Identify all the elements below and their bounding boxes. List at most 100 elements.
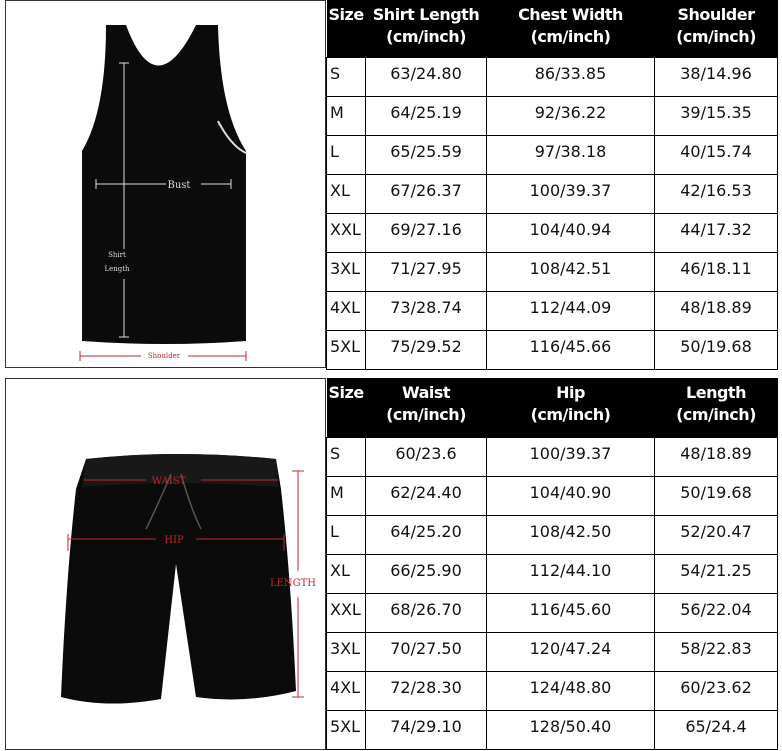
length-cell: 65/24.4 [654, 710, 778, 750]
hip-cell: 104/40.90 [486, 476, 655, 516]
size-cell: 5XL [326, 330, 366, 370]
hip-cell: 108/42.50 [486, 515, 655, 555]
hip-cell: 128/50.40 [486, 710, 655, 750]
table-row: XL 67/26.37 100/39.37 42/16.53 [326, 174, 778, 214]
table-row: 4XL 72/28.30 124/48.80 60/23.62 [326, 671, 778, 711]
bust-label: Bust [168, 180, 191, 191]
length-label: LENGTH [270, 578, 316, 589]
table-row: 5XL 75/29.52 116/45.66 50/19.68 [326, 330, 778, 370]
waist-cell: 66/25.90 [365, 554, 487, 594]
chest-width-cell: 104/40.94 [486, 213, 655, 253]
chest-width-cell: 116/45.66 [486, 330, 655, 370]
shirt-length-cell: 64/25.19 [365, 96, 487, 136]
size-cell: 5XL [326, 710, 366, 750]
chest-width-cell: 97/38.18 [486, 135, 655, 175]
header-text: Chest Width [518, 5, 623, 24]
chest-width-cell: 86/33.85 [486, 57, 655, 97]
shirt-length-cell: 73/28.74 [365, 291, 487, 331]
header-text: Length [686, 383, 746, 402]
header-text: (cm/inch) [386, 27, 466, 46]
length-cell: 56/22.04 [654, 593, 778, 633]
header-text: (cm/inch) [676, 27, 756, 46]
hip-cell: 124/48.80 [486, 671, 655, 711]
waist-header: Waist (cm/inch) [365, 378, 487, 438]
tank-top-illustration: Bust Shirt Length Shoulder [79, 25, 247, 361]
shirt-length-cell: 63/24.80 [365, 57, 487, 97]
waist-cell: 64/25.20 [365, 515, 487, 555]
table-row: 3XL 70/27.50 120/47.24 58/22.83 [326, 632, 778, 672]
waist-cell: 72/28.30 [365, 671, 487, 711]
size-cell: XL [326, 554, 366, 594]
table-row: L 65/25.59 97/38.18 40/15.74 [326, 135, 778, 175]
waist-cell: 70/27.50 [365, 632, 487, 672]
size-header: Size [326, 0, 366, 58]
table-row: M 62/24.40 104/40.90 50/19.68 [326, 476, 778, 516]
header-text: Waist [401, 383, 451, 402]
table-row: XXL 68/26.70 116/45.60 56/22.04 [326, 593, 778, 633]
header-text: (cm/inch) [676, 405, 756, 424]
length-header: Length (cm/inch) [654, 378, 778, 438]
shoulder-header: Shoulder (cm/inch) [654, 0, 778, 58]
length-cell: 52/20.47 [654, 515, 778, 555]
hip-header: Hip (cm/inch) [486, 378, 655, 438]
table-row: 3XL 71/27.95 108/42.51 46/18.11 [326, 252, 778, 292]
shoulder-cell: 46/18.11 [654, 252, 778, 292]
chest-width-header: Chest Width (cm/inch) [486, 0, 655, 58]
shorts-illustration: WAIST HIP LENGTH [61, 454, 316, 704]
shoulder-cell: 48/18.89 [654, 291, 778, 331]
shirt-length-cell: 65/25.59 [365, 135, 487, 175]
length-cell: 54/21.25 [654, 554, 778, 594]
shirt-length-cell: 75/29.52 [365, 330, 487, 370]
waist-cell: 62/24.40 [365, 476, 487, 516]
tank-top-size-table: Size Shirt Length (cm/inch) Chest Width (cm/… [326, 0, 778, 370]
length-cell: 48/18.89 [654, 437, 778, 477]
table-row: M 64/25.19 92/36.22 39/15.35 [326, 96, 778, 136]
size-cell: 3XL [326, 632, 366, 672]
waist-label: WAIST [152, 476, 187, 487]
table-row: S 63/24.80 86/33.85 38/14.96 [326, 57, 778, 97]
size-cell: XXL [326, 213, 366, 253]
length-cell: 58/22.83 [654, 632, 778, 672]
hip-cell: 120/47.24 [486, 632, 655, 672]
shirt-length-cell: 71/27.95 [365, 252, 487, 292]
shirt-length-cell: 69/27.16 [365, 213, 487, 253]
header-text: (cm/inch) [386, 405, 466, 424]
table-row: L 64/25.20 108/42.50 52/20.47 [326, 515, 778, 555]
waist-cell: 60/23.6 [365, 437, 487, 477]
shoulder-label: Shoulder [148, 352, 181, 360]
header-text: Size [328, 383, 365, 402]
size-cell: 4XL [326, 671, 366, 711]
shirt-length-cell: 67/26.37 [365, 174, 487, 214]
shoulder-cell: 44/17.32 [654, 213, 778, 253]
size-cell: L [326, 135, 366, 175]
size-cell: XXL [326, 593, 366, 633]
shoulder-cell: 50/19.68 [654, 330, 778, 370]
size-cell: 3XL [326, 252, 366, 292]
chest-width-cell: 108/42.51 [486, 252, 655, 292]
header-text: Shoulder [677, 5, 755, 24]
size-cell: M [326, 476, 366, 516]
hip-cell: 100/39.37 [486, 437, 655, 477]
chest-width-cell: 100/39.37 [486, 174, 655, 214]
header-row: Size Waist (cm/inch) Hip (cm/inch) Length (cm/… [326, 378, 778, 438]
header-text: (cm/inch) [530, 405, 611, 424]
size-cell: M [326, 96, 366, 136]
header-text: Size [328, 5, 365, 24]
shoulder-cell: 40/15.74 [654, 135, 778, 175]
tank-top-size-section: Bust Shirt Length Shoulder Size Shirt Len… [5, 0, 778, 370]
table-row: XXL 69/27.16 104/40.94 44/17.32 [326, 213, 778, 253]
chest-width-cell: 112/44.09 [486, 291, 655, 331]
size-cell: S [326, 57, 366, 97]
length-cell: 50/19.68 [654, 476, 778, 516]
shorts-image: WAIST HIP LENGTH [5, 378, 326, 750]
size-cell: S [326, 437, 366, 477]
shoulder-cell: 39/15.35 [654, 96, 778, 136]
table-row: 4XL 73/28.74 112/44.09 48/18.89 [326, 291, 778, 331]
chest-width-cell: 92/36.22 [486, 96, 655, 136]
hip-cell: 112/44.10 [486, 554, 655, 594]
waist-cell: 74/29.10 [365, 710, 487, 750]
table-row: S 60/23.6 100/39.37 48/18.89 [326, 437, 778, 477]
waist-cell: 68/26.70 [365, 593, 487, 633]
shorts-size-table: Size Waist (cm/inch) Hip (cm/inch) Length (cm/… [326, 378, 778, 750]
size-cell: L [326, 515, 366, 555]
